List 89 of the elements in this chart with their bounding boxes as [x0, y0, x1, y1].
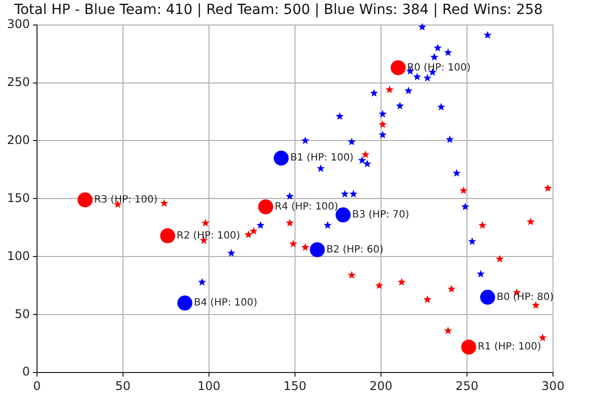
point — [358, 156, 366, 164]
point — [244, 230, 252, 238]
point — [336, 207, 351, 222]
point — [258, 199, 274, 214]
point — [476, 270, 485, 278]
point — [430, 53, 438, 61]
point — [532, 301, 540, 309]
point — [448, 284, 456, 293]
annotation: B4 (HP: 100) — [194, 298, 258, 309]
point — [361, 150, 370, 158]
x-tick-label: 100 — [197, 378, 220, 393]
y-tick-label: 50 — [14, 306, 30, 321]
point — [274, 150, 289, 166]
point — [423, 295, 432, 303]
point — [378, 120, 387, 128]
y-tick-label: 250 — [7, 74, 30, 89]
annotation: R0 (HP: 100) — [407, 62, 471, 74]
annotation: R3 (HP: 100) — [94, 194, 158, 206]
point — [446, 135, 454, 143]
annotation: B1 (HP: 100) — [290, 152, 354, 164]
point — [526, 218, 535, 226]
point — [202, 218, 210, 226]
point — [286, 218, 294, 226]
point — [398, 278, 406, 286]
point — [227, 248, 236, 257]
point — [452, 168, 461, 177]
point — [478, 221, 486, 229]
annotation: R2 (HP: 100) — [176, 230, 240, 242]
y-tick-label: 100 — [7, 248, 30, 263]
point — [289, 240, 298, 248]
point — [177, 296, 192, 311]
point — [444, 48, 452, 56]
point — [423, 74, 432, 82]
point — [418, 22, 426, 31]
point — [544, 184, 552, 192]
point — [340, 190, 349, 198]
annotation: B3 (HP: 70) — [352, 210, 410, 221]
point — [413, 72, 422, 80]
point — [256, 221, 265, 229]
point — [286, 192, 294, 200]
point — [370, 89, 378, 97]
point — [386, 86, 394, 94]
point — [363, 160, 372, 168]
point — [324, 221, 332, 229]
x-tick-label: 250 — [456, 378, 478, 393]
point — [198, 278, 206, 286]
point — [160, 228, 176, 244]
annotation: R4 (HP: 100) — [274, 201, 338, 212]
point — [496, 254, 504, 262]
point — [378, 110, 387, 118]
point — [301, 136, 310, 144]
x-tick-label: 300 — [542, 378, 564, 393]
y-tick-label: 300 — [7, 16, 30, 31]
x-tick-label: 0 — [33, 378, 41, 393]
point — [316, 164, 325, 172]
point — [78, 192, 93, 208]
point — [250, 226, 258, 235]
x-tick-label: 50 — [115, 378, 131, 393]
point — [348, 271, 356, 279]
point — [349, 190, 358, 198]
point — [468, 237, 476, 245]
point — [404, 86, 412, 94]
point — [390, 60, 406, 76]
y-tick-label: 0 — [22, 364, 30, 379]
point — [301, 243, 310, 251]
point — [375, 281, 384, 290]
point — [378, 130, 387, 138]
point — [396, 102, 404, 110]
point — [336, 112, 344, 120]
point — [480, 290, 496, 305]
point — [160, 199, 168, 207]
point — [461, 340, 476, 355]
x-tick-label: 200 — [370, 378, 392, 393]
point — [538, 334, 547, 342]
point — [437, 102, 446, 111]
y-tick-label: 150 — [7, 190, 30, 205]
chart-title: Total HP - Blue Team: 410 | Red Team: 500 | Blue Wins: 384 | Red Wins: 258 — [13, 2, 543, 18]
point — [310, 242, 325, 258]
point — [444, 326, 452, 334]
point — [434, 44, 442, 52]
point — [461, 202, 470, 210]
point — [460, 186, 468, 194]
annotation: B2 (HP: 60) — [326, 244, 384, 256]
point — [348, 138, 356, 146]
point — [484, 31, 492, 39]
x-tick-label: 150 — [284, 378, 306, 393]
annotation: R1 (HP: 100) — [478, 342, 542, 353]
annotation: B0 (HP: 80) — [496, 292, 554, 303]
y-tick-label: 200 — [7, 132, 30, 147]
